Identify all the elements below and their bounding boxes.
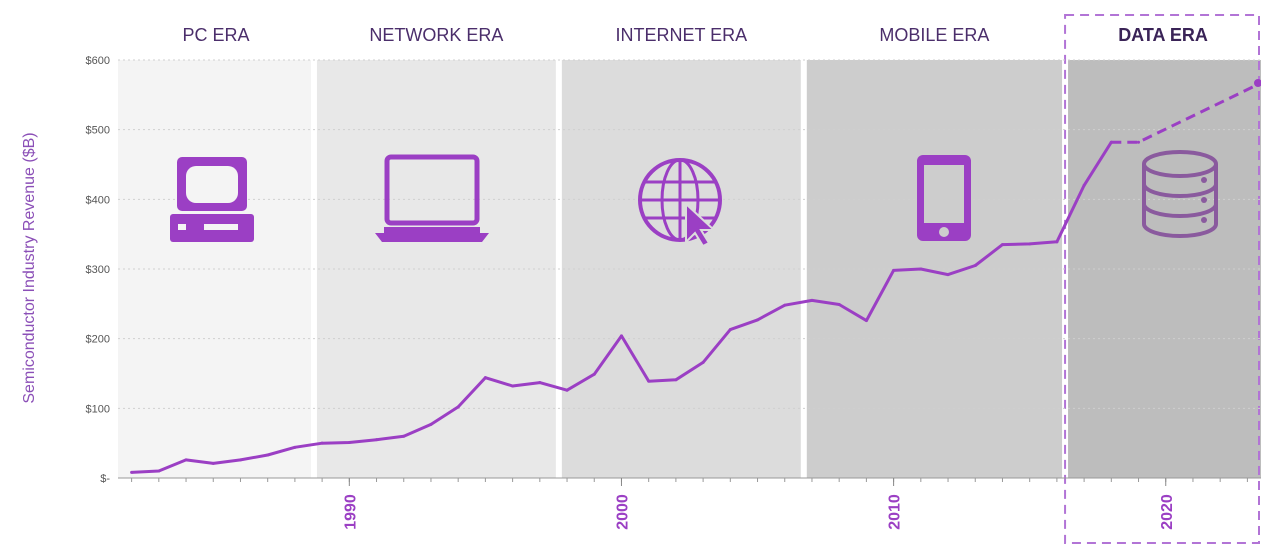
data-point [157,469,161,473]
data-point [1028,242,1032,246]
data-point [783,303,787,307]
data-point [429,422,433,426]
era-band [118,60,314,478]
data-point [1000,243,1004,247]
data-point [483,376,487,380]
era-label: INTERNET ERA [615,25,747,45]
data-point [946,273,950,277]
data-point [837,303,841,307]
data-point [864,319,868,323]
data-point [347,440,351,444]
axes: $- $100 $200 $300 $400 $500 $600 1990 2000 2010 20… [86,55,1261,530]
data-point [1082,183,1086,187]
data-era-highlight-box [1064,14,1260,544]
era-band [558,60,804,478]
smartphone-icon [917,155,971,241]
data-point [1137,140,1141,144]
data-point [130,470,134,474]
era-bands [118,14,1261,544]
desktop-computer-icon [170,157,254,242]
data-point [184,458,188,462]
era-labels: PC ERA NETWORK ERA INTERNET ERA MOBILE ERA D… [182,25,1207,45]
data-point [293,445,297,449]
data-point [919,267,923,271]
era-icons [170,150,1218,248]
data-point [647,379,651,383]
data-point [892,268,896,272]
data-point [701,360,705,364]
era-label: DATA ERA [1118,25,1208,45]
era-band [313,60,559,478]
data-point [592,372,596,376]
data-point [1055,240,1059,244]
y-tick-label: $- [100,473,110,485]
data-point [320,441,324,445]
laptop-icon [375,154,489,242]
y-tick-label: $100 [86,403,110,415]
globe-cursor-icon [638,158,722,248]
data-point [810,298,814,302]
era-label: PC ERA [182,25,249,45]
data-point [973,264,977,268]
era-label: MOBILE ERA [879,25,989,45]
x-tick-label: 2020 [1159,494,1176,530]
data-point [402,434,406,438]
era-label: NETWORK ERA [369,25,503,45]
database-icon [1142,150,1218,238]
x-tick-label: 2000 [614,494,631,530]
data-point [211,461,215,465]
data-point [756,318,760,322]
data-point [266,453,270,457]
data-point [238,458,242,462]
y-axis-label: Semiconductor Industry Revenue ($B) [21,132,38,403]
y-tick-label: $300 [86,264,110,276]
y-tick-label: $200 [86,334,110,346]
data-point [728,328,732,332]
y-tick-label: $500 [86,125,110,137]
y-tick-label: $400 [86,194,110,206]
data-point [565,388,569,392]
x-tick-label: 2010 [887,494,904,530]
x-tick-label: 1990 [342,494,359,530]
data-point [511,384,515,388]
data-point [375,438,379,442]
data-point [619,334,623,338]
data-point [538,381,542,385]
data-point [674,378,678,382]
data-point [1109,140,1113,144]
data-point [456,405,460,409]
series [130,78,1261,474]
projection-endpoint [1254,78,1261,87]
projection-line [1111,81,1261,144]
y-tick-label: $600 [86,55,110,67]
